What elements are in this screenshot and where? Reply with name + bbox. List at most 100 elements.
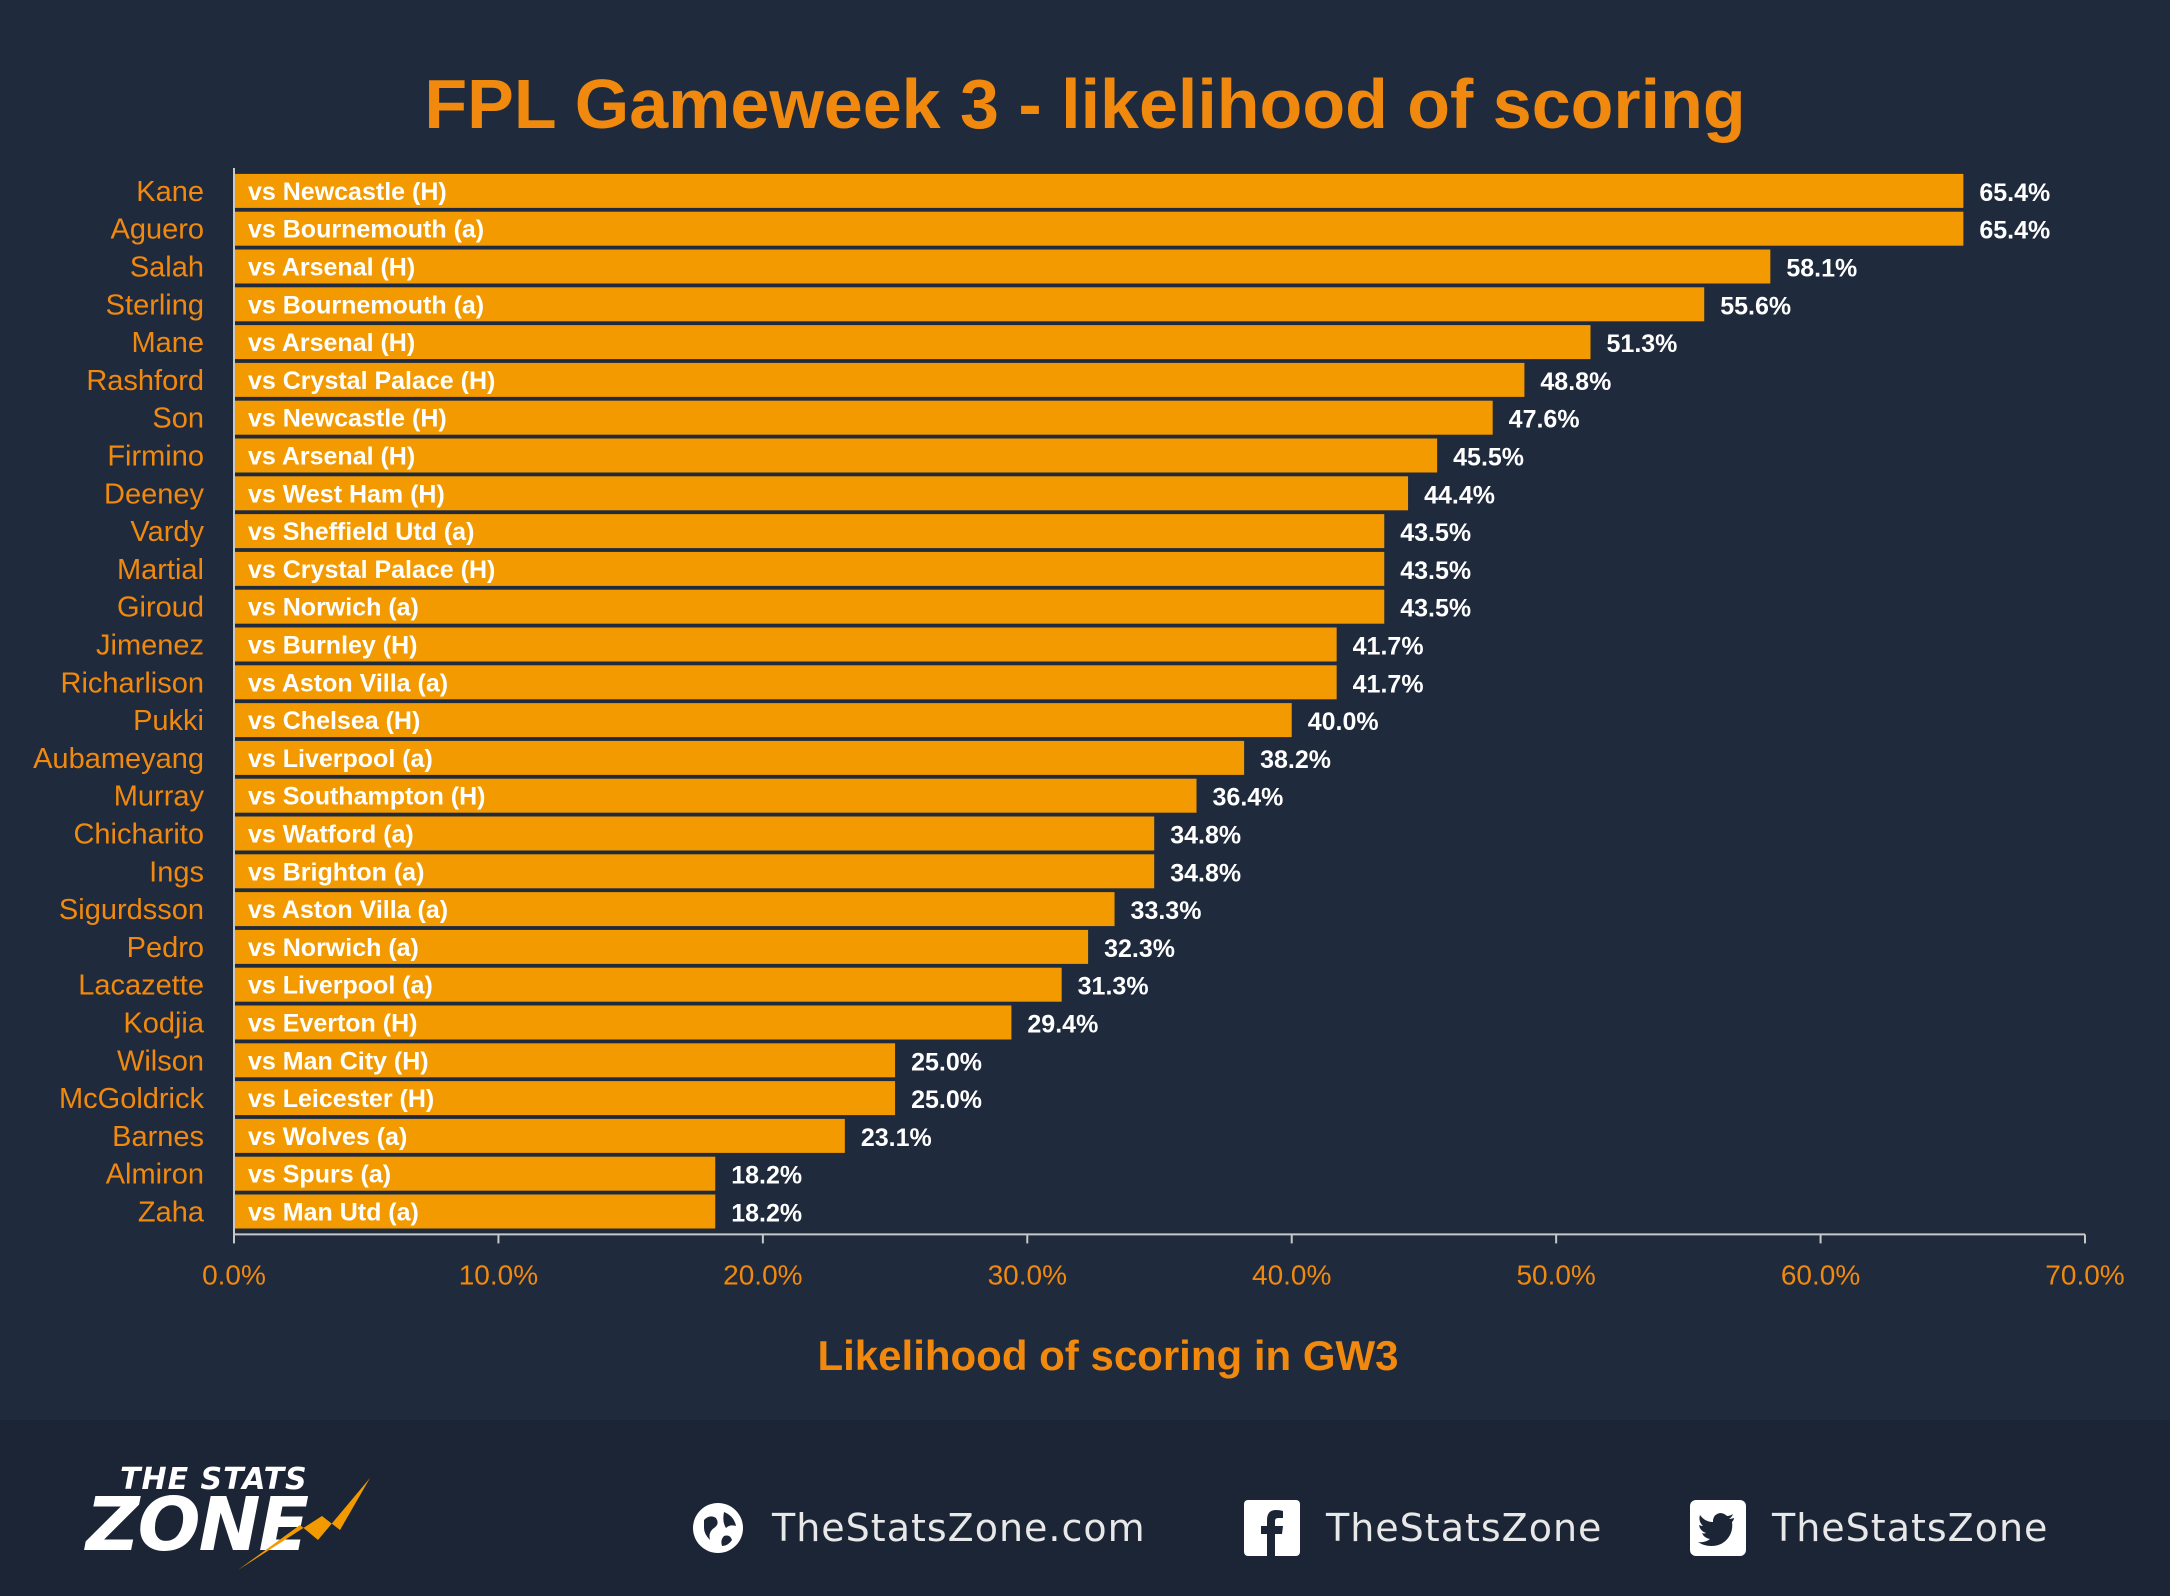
category-label: McGoldrick: [59, 1083, 205, 1115]
facebook-text: TheStatsZone: [1326, 1506, 1603, 1550]
fixture-label: vs West Ham (H): [248, 480, 445, 508]
logo-main-text: ZONE: [86, 1482, 309, 1568]
fixture-label: vs Bournemouth (a): [248, 216, 484, 244]
fixture-label: vs Sheffield Utd (a): [248, 518, 474, 546]
data-label: 65.4%: [1979, 217, 2050, 245]
bar: [234, 1156, 716, 1191]
bar: [234, 665, 1337, 700]
data-label: 58.1%: [1786, 255, 1857, 283]
chart-title: FPL Gameweek 3 - likelihood of scoring: [424, 65, 1745, 143]
data-label: 29.4%: [1027, 1011, 1098, 1039]
fixture-label: vs Arsenal (H): [248, 443, 415, 471]
fixture-label: vs Crystal Palace (H): [248, 556, 495, 584]
category-label: Jimenez: [96, 630, 204, 662]
category-label: Pedro: [127, 932, 204, 964]
twitter-icon: [1690, 1500, 1746, 1556]
category-label: Ings: [149, 856, 204, 888]
bar: [234, 929, 1089, 964]
category-label: Deeney: [104, 478, 204, 510]
data-label: 18.2%: [731, 1200, 802, 1228]
data-label: 36.4%: [1213, 784, 1284, 812]
fixture-label: vs Man City (H): [248, 1047, 429, 1075]
bar: [234, 476, 1409, 511]
bar: [234, 325, 1591, 360]
category-label: Wilson: [117, 1045, 204, 1077]
bar: [234, 400, 1493, 435]
bar: [234, 816, 1155, 851]
bar: [234, 211, 1964, 246]
data-label: 47.6%: [1509, 406, 1580, 434]
fixture-label: vs Spurs (a): [248, 1161, 391, 1189]
bar: [234, 551, 1385, 586]
category-label: Martial: [117, 554, 204, 586]
data-label: 25.0%: [911, 1086, 982, 1114]
data-label: 43.5%: [1400, 595, 1471, 623]
data-label: 65.4%: [1979, 179, 2050, 207]
category-label: Pukki: [133, 705, 204, 737]
bar: [234, 627, 1337, 662]
fixture-label: vs Norwich (a): [248, 934, 419, 962]
category-label: Lacazette: [78, 970, 204, 1002]
tick-label: 40.0%: [1252, 1259, 1331, 1290]
bar: [234, 778, 1197, 813]
data-label: 41.7%: [1353, 633, 1424, 661]
fixture-label: vs Arsenal (H): [248, 254, 415, 282]
bar: [234, 362, 1525, 397]
data-label: 48.8%: [1540, 368, 1611, 396]
x-axis-title: Likelihood of scoring in GW3: [817, 1332, 1398, 1379]
fixture-label: vs Everton (H): [248, 1010, 417, 1038]
data-label: 34.8%: [1170, 859, 1241, 887]
fixture-label: vs Man Utd (a): [248, 1199, 419, 1227]
category-label: Chicharito: [73, 819, 204, 851]
category-label: Kodjia: [123, 1008, 204, 1040]
data-label: 32.3%: [1104, 935, 1175, 963]
data-label: 43.5%: [1400, 519, 1471, 547]
bar: [234, 287, 1705, 322]
category-label: Rashford: [86, 365, 204, 397]
category-label: Aguero: [110, 214, 204, 246]
fixture-label: vs Liverpool (a): [248, 972, 433, 1000]
bar: [234, 438, 1438, 473]
fixture-label: vs Chelsea (H): [248, 707, 420, 735]
fixture-label: vs Aston Villa (a): [248, 669, 448, 697]
twitter-text: TheStatsZone: [1772, 1506, 2049, 1550]
tick-label: 30.0%: [988, 1259, 1067, 1290]
category-label: Almiron: [106, 1159, 204, 1191]
fixture-label: vs Arsenal (H): [248, 329, 415, 357]
tick-label: 70.0%: [2045, 1259, 2124, 1290]
category-label: Firmino: [107, 441, 204, 473]
logo-swoosh-icon: [238, 1478, 370, 1570]
logo-top-text: THE STATS: [120, 1462, 308, 1497]
category-label: Murray: [114, 781, 205, 813]
fixture-label: vs Bournemouth (a): [248, 291, 484, 319]
bar: [234, 1081, 896, 1116]
data-label: 34.8%: [1170, 822, 1241, 850]
fixture-label: vs Norwich (a): [248, 594, 419, 622]
bar: [234, 967, 1062, 1002]
twitter-link[interactable]: TheStatsZone: [1690, 1500, 2048, 1556]
data-label: 40.0%: [1308, 708, 1379, 736]
footer: THE STATS ZONE TheStatsZone.com TheStats…: [0, 1420, 2170, 1596]
tick-label: 0.0%: [202, 1259, 266, 1290]
bar: [234, 892, 1115, 927]
fixture-label: vs Wolves (a): [248, 1123, 407, 1151]
category-label: Giroud: [117, 592, 204, 624]
fixture-label: vs Aston Villa (a): [248, 896, 448, 924]
category-label: Zaha: [138, 1197, 205, 1229]
website-link[interactable]: TheStatsZone.com: [690, 1500, 1146, 1556]
fixture-label: vs Newcastle (H): [248, 178, 447, 206]
bar: [234, 589, 1385, 624]
facebook-icon: [1244, 1500, 1300, 1556]
category-label: Aubameyang: [33, 743, 204, 775]
fixture-label: vs Watford (a): [248, 821, 414, 849]
fixture-label: vs Liverpool (a): [248, 745, 433, 773]
data-label: 25.0%: [911, 1048, 982, 1076]
category-label: Mane: [131, 327, 204, 359]
bar: [234, 173, 1964, 208]
data-label: 23.1%: [861, 1124, 932, 1152]
data-label: 51.3%: [1607, 330, 1678, 358]
data-label: 43.5%: [1400, 557, 1471, 585]
data-label: 18.2%: [731, 1162, 802, 1190]
facebook-link[interactable]: TheStatsZone: [1244, 1500, 1602, 1556]
category-label: Son: [152, 403, 204, 435]
